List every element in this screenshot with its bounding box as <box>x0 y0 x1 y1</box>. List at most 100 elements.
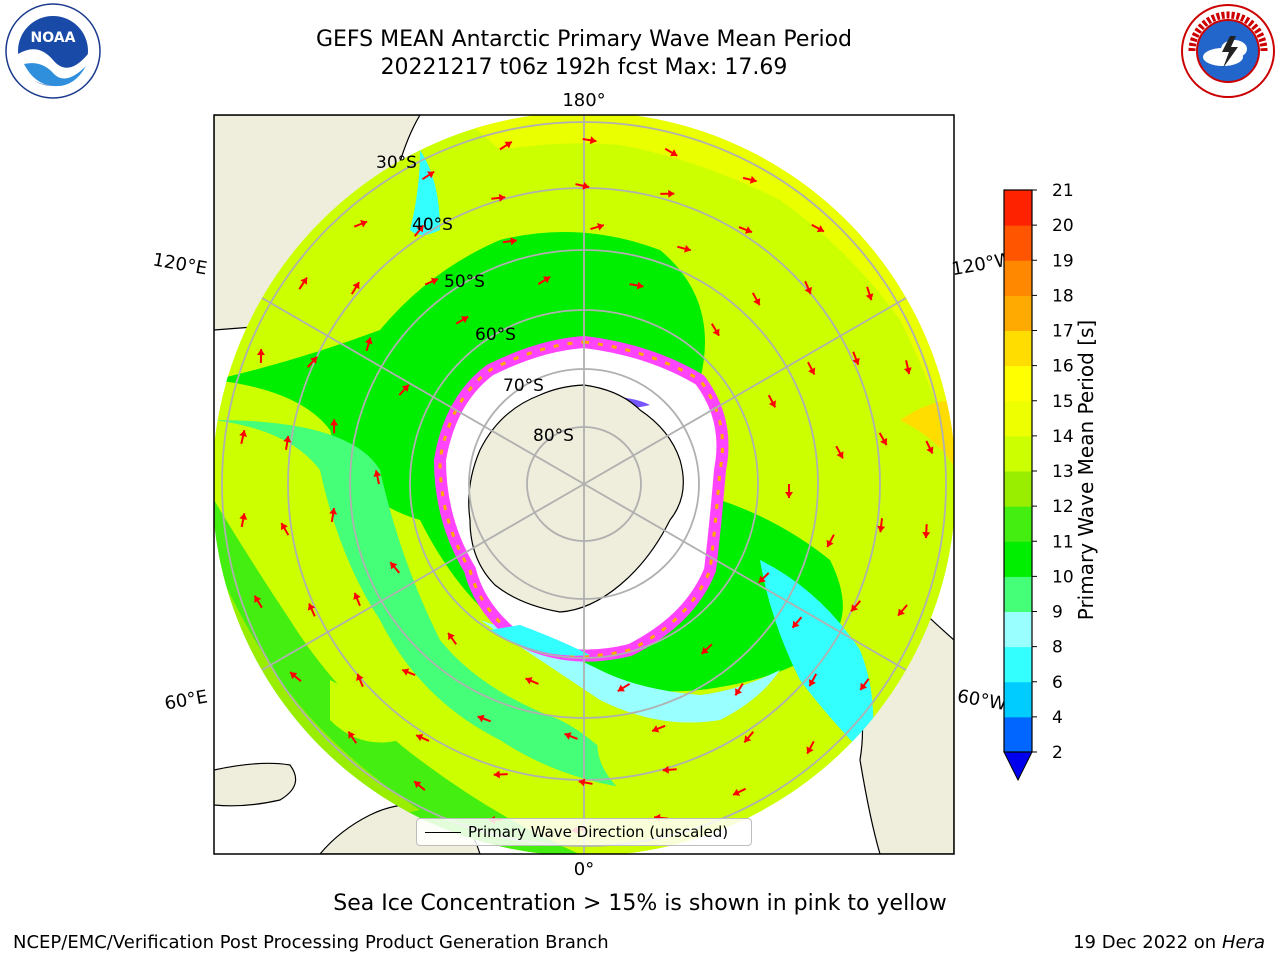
wave-arrow-head <box>414 781 422 789</box>
wave-arrow-head <box>416 225 424 233</box>
colorbar-segment <box>1004 435 1032 472</box>
wave-arrow-head <box>461 316 469 324</box>
wave-arrow-head <box>758 575 766 583</box>
colorbar-segment <box>1004 260 1032 296</box>
wave-arrow-head <box>735 688 742 696</box>
chart-title: GEFS MEAN Antarctic Primary Wave Mean Pe… <box>315 27 853 52</box>
wave-arrow-head <box>239 513 248 520</box>
wave-arrow-head <box>877 525 886 533</box>
wave-arrow-head <box>578 778 586 787</box>
wave-arrow-head <box>745 226 752 234</box>
wave-arrow-head <box>903 367 912 374</box>
wave-arrow-head <box>806 746 814 754</box>
colorbar-segment <box>1004 190 1032 226</box>
wave-arrow-head <box>826 539 834 547</box>
wave-arrow-head <box>880 437 888 446</box>
colorbar-tick-label: 12 <box>1052 497 1074 517</box>
wave-arrow-head <box>257 349 265 356</box>
colorbar-segment <box>1004 365 1032 402</box>
footer-date-text: 19 Dec 2022 on <box>1073 932 1217 953</box>
lon-label-180: 180° <box>562 90 605 111</box>
wave-arrow-head <box>836 451 844 459</box>
wave-arrow-head <box>254 595 262 603</box>
colorbar-tick-label: 19 <box>1052 251 1074 271</box>
wave-arrow-head <box>352 282 360 290</box>
colorbar-segment <box>1004 330 1032 367</box>
wave-arrow-head <box>525 677 533 685</box>
footer-date: 19 Dec 2022 on Hera <box>1073 932 1265 953</box>
caption: Sea Ice Concentration > 15% is shown in … <box>333 891 947 916</box>
wave-arrow-head <box>701 646 709 654</box>
wave-arrow-head <box>477 714 485 723</box>
wave-arrow-head <box>684 244 691 253</box>
wave-arrow-head <box>510 237 517 246</box>
lat-label-60s: 60°S <box>475 325 516 345</box>
wave-arrow-head <box>860 682 868 690</box>
colorbar-segment <box>1004 295 1032 331</box>
wave-arrow-head <box>239 430 247 437</box>
colorbar-tick-label: 15 <box>1052 392 1074 412</box>
legend-line-sample <box>425 832 461 833</box>
colorbar-tick-label: 8 <box>1052 638 1063 658</box>
lat-label-70s: 70°S <box>503 376 544 396</box>
colorbar-segment <box>1004 646 1032 683</box>
chart-subtitle: 20221217 t06z 192h fcst Max: 17.69 <box>380 55 788 80</box>
wave-arrow-head <box>712 328 720 336</box>
wave-arrow-head <box>808 367 816 375</box>
wave-arrow-head <box>353 592 361 600</box>
wave-arrow-head <box>360 220 368 228</box>
wave-arrow-head <box>851 604 859 612</box>
wave-arrow-head <box>364 337 373 345</box>
wave-arrow-head <box>310 356 318 364</box>
lon-label-0: 0° <box>574 859 594 880</box>
wave-arrow-head <box>597 223 604 231</box>
wave-arrow-head <box>804 286 812 294</box>
wave-arrow-head <box>852 357 860 365</box>
map-frame <box>213 114 955 855</box>
map-legend: Primary Wave Direction (unscaled) <box>416 818 752 846</box>
noaa-logo: NOAA <box>5 3 101 99</box>
colorbar-tick-label: 2 <box>1052 743 1063 763</box>
wave-arrow-head <box>498 193 506 202</box>
colorbar-segment <box>1004 225 1032 261</box>
colorbar-segment <box>1004 506 1032 542</box>
wave-arrow-head <box>448 632 455 641</box>
footer-credit: NCEP/EMC/Verification Post Processing Pr… <box>13 932 609 953</box>
lat-label-30s: 30°S <box>376 153 417 173</box>
lon-label-120e: 120°E <box>151 249 209 279</box>
wave-arrow-head <box>402 668 410 676</box>
wave-arrow-head <box>652 725 660 733</box>
colorbar-tick-label: 17 <box>1052 322 1074 342</box>
colorbar-tick-label: 16 <box>1052 357 1074 377</box>
wave-arrow-head <box>300 277 307 285</box>
colorbar-tick-label: 13 <box>1052 462 1074 482</box>
lat-label-50s: 50°S <box>444 272 485 292</box>
wave-arrow-head <box>504 141 512 149</box>
wave-arrow-head <box>865 293 874 301</box>
wave-arrow-head <box>582 181 590 190</box>
wave-arrow-head <box>589 136 597 145</box>
wave-arrow-head <box>768 400 776 408</box>
colorbar-tick-label: 20 <box>1052 216 1074 236</box>
colorbar-tick-label: 4 <box>1052 708 1063 728</box>
lat-label-40s: 40°S <box>412 215 453 235</box>
wave-arrow-head <box>636 281 644 290</box>
nws-logo <box>1181 4 1275 98</box>
colorbar-axis-label-text: Primary Wave Mean Period [s] <box>1074 319 1098 621</box>
wave-arrow-head <box>330 419 339 426</box>
wave-arrow-head <box>668 189 675 198</box>
colorbar-tick-label: 9 <box>1052 603 1063 623</box>
colorbar-tick-label: 14 <box>1052 427 1074 447</box>
legend-label: Primary Wave Direction (unscaled) <box>468 823 729 841</box>
wave-arrow-head <box>564 732 572 740</box>
wave-arrow-head <box>348 731 356 739</box>
wave-arrow-head <box>733 788 741 796</box>
wave-arrow-head <box>401 384 409 392</box>
wave-arrow-head <box>922 531 931 539</box>
colorbar-tick-label: 6 <box>1052 673 1063 693</box>
colorbar-segment <box>1004 471 1032 507</box>
wave-arrow-head <box>816 225 824 233</box>
wave-arrow-head <box>543 276 551 284</box>
wave-arrow-head <box>744 735 752 743</box>
